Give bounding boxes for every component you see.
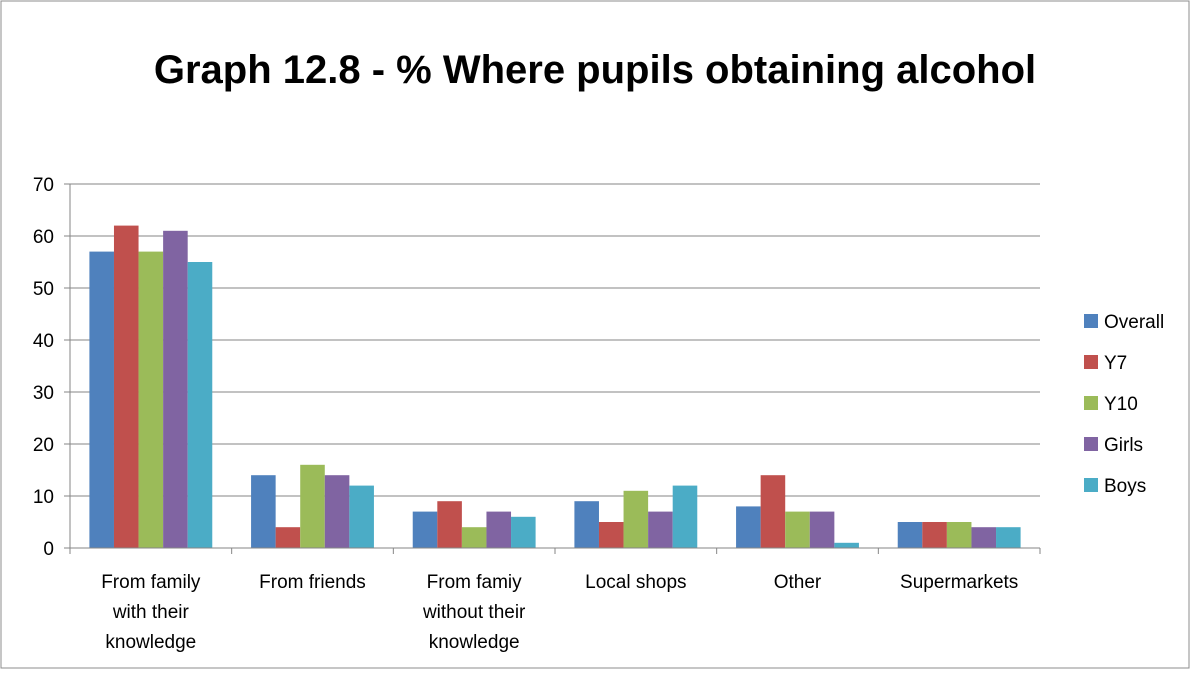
bar-girls	[809, 511, 835, 548]
bar-boys	[672, 485, 698, 548]
bar-girls	[163, 230, 188, 549]
bar-y7	[598, 522, 624, 548]
y-tick-label: 40	[33, 331, 54, 352]
bar-y10	[785, 511, 810, 548]
bar-y10	[461, 527, 487, 548]
bar-girls	[324, 475, 350, 548]
bars	[89, 225, 1021, 549]
bar-overall	[897, 522, 923, 548]
x-tick-label: From family with their knowledge	[101, 572, 201, 653]
y-tick-label: 10	[33, 487, 54, 508]
bar-y10	[138, 251, 164, 548]
legend-swatch-overall	[1084, 314, 1098, 328]
bar-girls	[971, 527, 997, 548]
bar-girls	[648, 511, 673, 548]
y-tick-label: 0	[43, 539, 54, 560]
y-tick-label: 30	[33, 383, 54, 404]
bar-boys	[187, 262, 213, 548]
bar-y7	[922, 522, 947, 548]
gridlines	[70, 183, 1040, 497]
x-tick-label: From famiy without their knowledge	[422, 572, 526, 653]
legend-swatch-boys	[1084, 478, 1098, 492]
x-tick-label: Other	[774, 572, 822, 593]
bar-y10	[946, 522, 972, 548]
bar-boys	[996, 527, 1021, 548]
bar-y10	[623, 490, 649, 548]
bar-boys	[511, 516, 536, 548]
legend-swatch-girls	[1084, 437, 1098, 451]
legend-label-y7: Y7	[1104, 353, 1127, 374]
legend-label-y10: Y10	[1104, 394, 1138, 415]
bar-boys	[834, 542, 859, 548]
bar-overall	[89, 251, 114, 548]
legend-label-girls: Girls	[1104, 435, 1143, 456]
bar-overall	[574, 501, 599, 548]
legend: Overall Y7 Y10 Girls Boys	[1084, 312, 1164, 497]
axes: 0 10 20 30 40 50 60 70 From family with their know…	[33, 175, 1041, 653]
bar-y10	[300, 464, 325, 548]
bar-overall	[412, 511, 438, 548]
x-tick-label: From friends	[259, 572, 366, 593]
bar-y7	[760, 475, 786, 548]
legend-swatch-y10	[1084, 396, 1098, 410]
bar-y7	[437, 501, 462, 548]
bar-overall	[251, 475, 276, 548]
y-tick-label: 70	[33, 175, 54, 196]
bar-overall	[736, 506, 761, 548]
bar-boys	[349, 485, 374, 548]
y-tick-label: 60	[33, 227, 54, 248]
bar-girls	[486, 511, 512, 548]
bar-y7	[275, 527, 301, 548]
y-tick-label: 20	[33, 435, 54, 456]
legend-label-boys: Boys	[1104, 476, 1146, 497]
bar-y7	[113, 225, 139, 548]
y-tick-label: 50	[33, 279, 54, 300]
x-tick-label: Local shops	[585, 572, 686, 593]
legend-label-overall: Overall	[1104, 312, 1164, 333]
legend-swatch-y7	[1084, 355, 1098, 369]
x-tick-label: Supermarkets	[900, 572, 1018, 593]
chart-title: Graph 12.8 - % Where pupils obtaining al…	[154, 48, 1036, 92]
